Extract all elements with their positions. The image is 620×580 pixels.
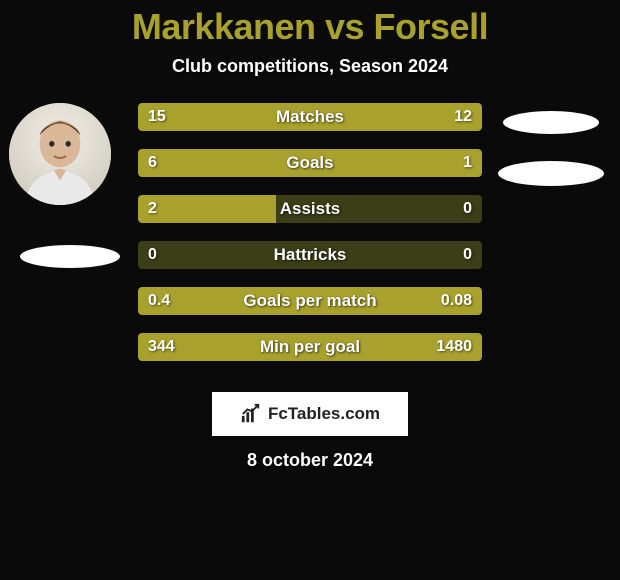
stat-row-goals: 61Goals	[138, 149, 482, 177]
stat-row-min-per-goal: 3441480Min per goal	[138, 333, 482, 361]
fctables-logo-icon	[240, 403, 262, 425]
player-left-name-oval	[20, 245, 120, 268]
source-badge: FcTables.com	[212, 392, 408, 436]
stat-left-value: 0	[148, 241, 157, 269]
stat-row-goals-per-match: 0.40.08Goals per match	[138, 287, 482, 315]
stat-left-fill	[138, 149, 403, 177]
stat-left-fill	[138, 333, 203, 361]
avatar-placeholder-icon	[9, 103, 111, 205]
stat-right-fill	[403, 149, 482, 177]
stat-right-value: 0	[463, 195, 472, 223]
player-left-avatar	[9, 103, 111, 205]
stat-left-fill	[138, 103, 331, 131]
stat-right-fill	[424, 287, 482, 315]
subtitle: Club competitions, Season 2024	[0, 56, 620, 77]
stat-right-fill	[331, 103, 482, 131]
player-right-name-oval-1	[503, 111, 599, 134]
source-badge-label: FcTables.com	[268, 404, 380, 424]
stat-left-fill	[138, 287, 424, 315]
title: Markkanen vs Forsell	[0, 6, 620, 48]
stat-right-value: 0	[463, 241, 472, 269]
stat-row-matches: 1512Matches	[138, 103, 482, 131]
infographic-root: Markkanen vs Forsell Club competitions, …	[0, 0, 620, 580]
stat-row-hattricks: 0 0Hattricks	[138, 241, 482, 269]
stat-left-fill	[138, 195, 276, 223]
footer-date: 8 october 2024	[0, 450, 620, 471]
stat-right-fill	[203, 333, 482, 361]
stat-label: Hattricks	[138, 241, 482, 269]
comparison-bars: 1512Matches61Goals20Assists00Hattricks0.…	[138, 103, 482, 379]
stat-row-assists: 20Assists	[138, 195, 482, 223]
player-right-name-oval-2	[498, 161, 604, 186]
